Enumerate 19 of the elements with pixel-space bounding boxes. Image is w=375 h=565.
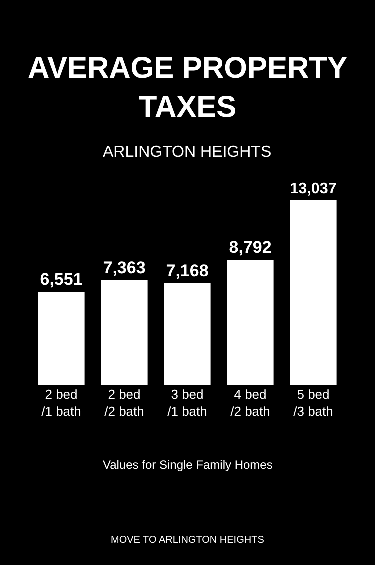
data-label: 6,551 (40, 270, 83, 290)
chart-title: AVERAGE PROPERTY TAXES (28, 52, 348, 124)
x-tick-label: 5 bed /3 bath (294, 387, 334, 419)
text: Values for Single Family Homes (103, 458, 273, 472)
bar (101, 280, 148, 385)
x-tick-label: 3 bed /1 bath (168, 387, 208, 419)
bar (290, 200, 337, 385)
data-label: 8,792 (229, 238, 272, 258)
x-tick-label: 2 bed /2 bath (104, 387, 144, 419)
data-label: 7,363 (103, 258, 146, 278)
x-tick-label: 4 bed /2 bath (230, 387, 270, 419)
data-label: 7,168 (166, 261, 209, 280)
bar (164, 283, 211, 385)
text: MOVE TO ARLINGTON HEIGHTS (111, 535, 265, 546)
bar (227, 260, 274, 385)
x-tick-label: 2 bed /1 bath (42, 387, 82, 419)
chart-subtitle: ARLINGTON HEIGHTS (103, 144, 272, 161)
bar (38, 292, 85, 385)
data-label: 13,037 (290, 180, 337, 198)
